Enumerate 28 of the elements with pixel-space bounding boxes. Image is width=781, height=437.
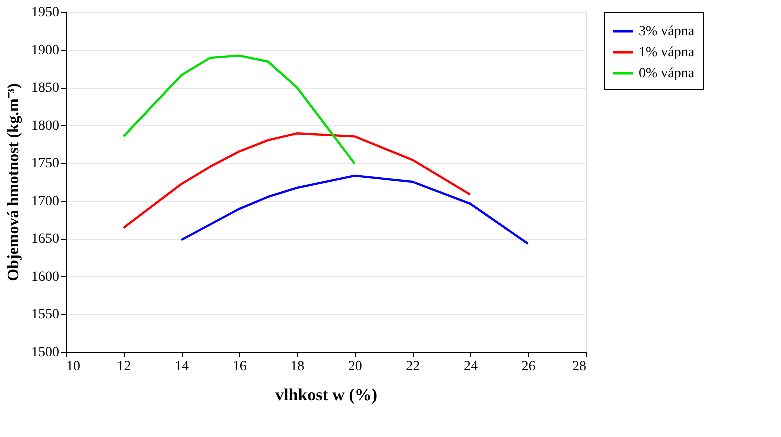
- x-tick-label: 28: [572, 360, 586, 374]
- x-tick-label: 22: [406, 360, 420, 374]
- y-tick-label: 1500: [32, 346, 60, 360]
- line-series: [122, 132, 472, 230]
- x-tick-label: 20: [348, 360, 362, 374]
- y-tick-label: 1600: [32, 270, 60, 285]
- line-series: [180, 174, 530, 246]
- x-tick-label: 14: [175, 360, 190, 374]
- y-tick-label: 1950: [32, 6, 60, 20]
- x-tick-label: 16: [232, 360, 247, 374]
- y-tick-label: 1900: [32, 43, 60, 58]
- x-tick-label: 26: [522, 360, 536, 374]
- y-tick-label: 1850: [32, 81, 60, 96]
- x-axis-title: vlhkost w (%): [275, 386, 378, 404]
- y-tick-label: 1800: [32, 118, 60, 134]
- x-tick-label: 24: [464, 360, 478, 374]
- x-tick-label: 12: [117, 360, 132, 374]
- y-axis-title: Objemová hmotnost (kg.m⁻³): [6, 84, 22, 282]
- legend-label: 1% vápna: [639, 46, 696, 60]
- y-tick-label: 1550: [32, 308, 60, 323]
- legend-label: 0% vápna: [639, 66, 696, 82]
- x-tick-label: 18: [290, 360, 305, 374]
- x-tick-label: 10: [66, 360, 80, 374]
- y-tick-label: 1650: [32, 232, 60, 248]
- line-series: [122, 54, 356, 165]
- y-tick-label: 1750: [32, 156, 60, 172]
- legend-label: 3% vápna: [639, 24, 696, 40]
- y-tick-label: 1700: [32, 194, 60, 210]
